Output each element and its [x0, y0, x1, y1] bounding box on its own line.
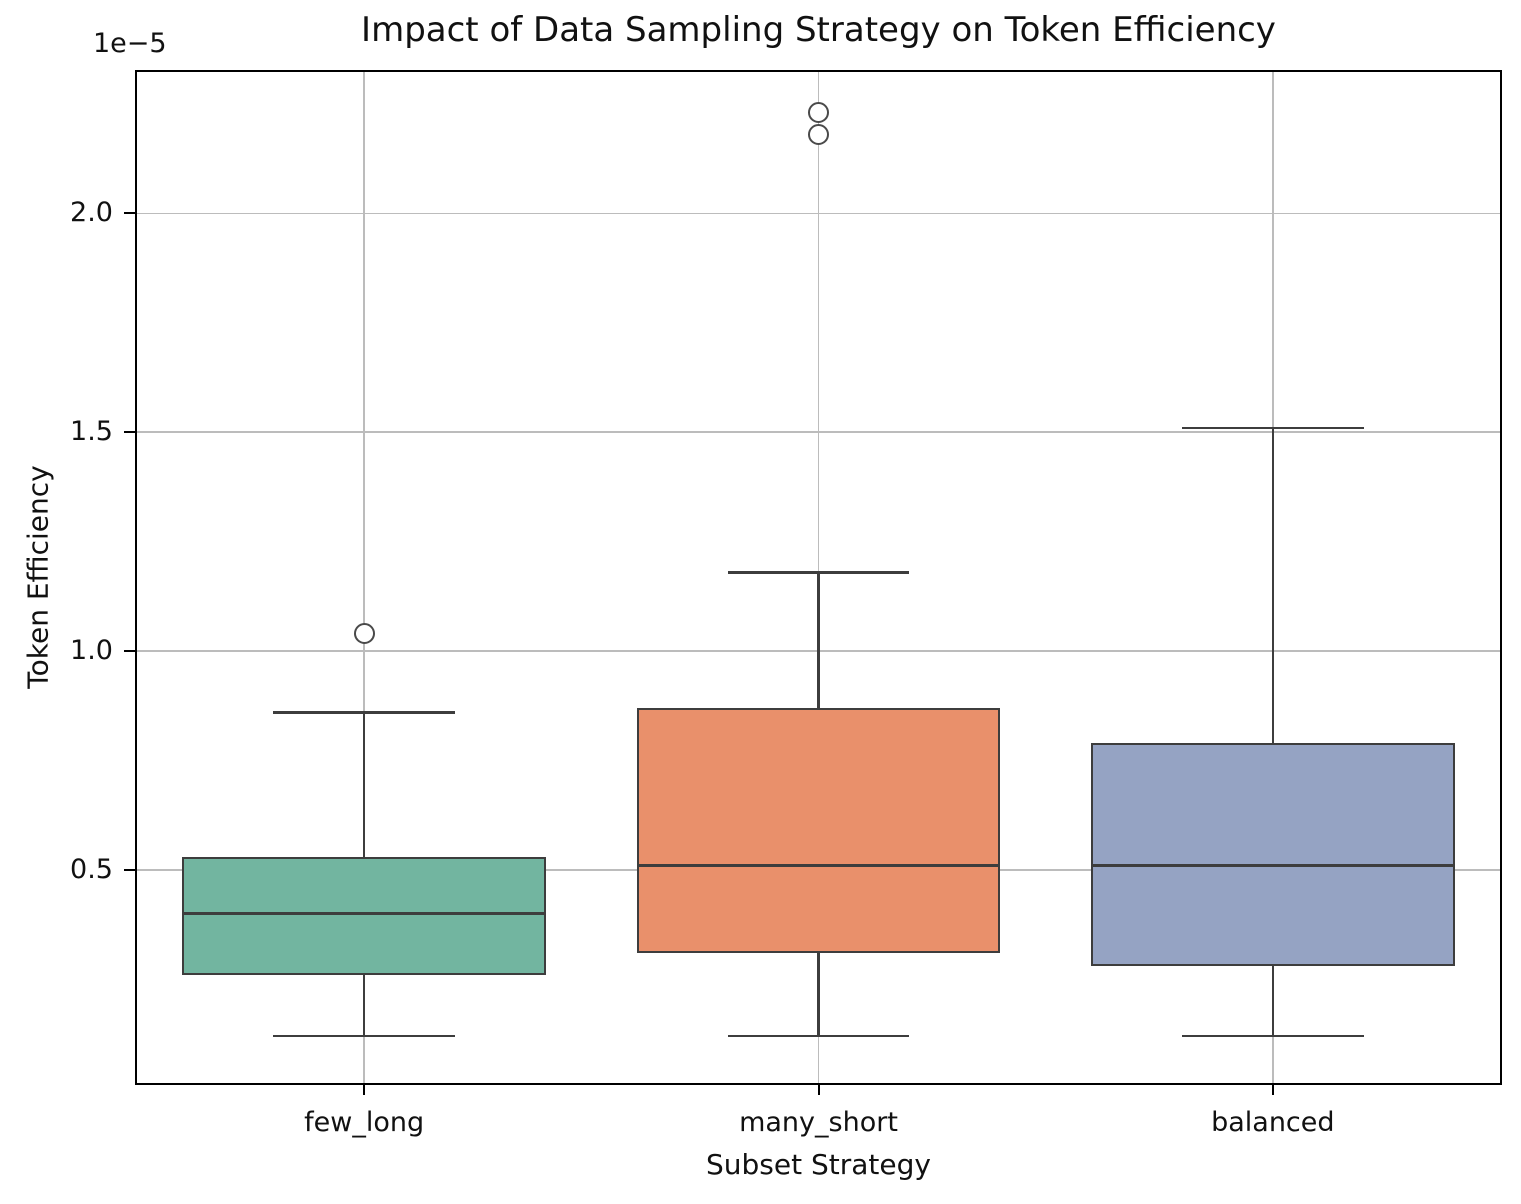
- median-line: [1091, 863, 1455, 867]
- lower-whisker-line: [817, 953, 820, 1037]
- lower-whisker-line: [362, 974, 366, 1037]
- upper-whisker-cap: [727, 570, 910, 574]
- median-line: [636, 863, 1001, 867]
- y-axis-offset-label: 1e−5: [93, 28, 167, 59]
- outlier-marker: [808, 102, 829, 124]
- x-tick-label-balanced: balanced: [1211, 1107, 1335, 1138]
- boxplot-box-balanced: [1091, 742, 1455, 967]
- upper-whisker-line: [817, 572, 820, 708]
- y-tick-mark: [124, 212, 137, 215]
- y-tick-label: 1.0: [70, 635, 113, 667]
- x-tick-label-few_long: few_long: [304, 1107, 425, 1138]
- boxplot-box-few_long: [182, 856, 546, 975]
- boxplot-box-many_short: [636, 707, 1001, 953]
- upper-whisker-line: [1271, 427, 1275, 743]
- lower-whisker-cap: [273, 1034, 456, 1038]
- x-tick-mark: [363, 1083, 366, 1095]
- outlier-marker: [808, 124, 829, 146]
- vertical-gridline: [363, 72, 365, 1083]
- y-tick-mark: [124, 650, 137, 653]
- x-tick-mark: [1271, 1083, 1274, 1095]
- lower-whisker-cap: [727, 1034, 910, 1038]
- y-tick-label: 1.5: [70, 416, 113, 448]
- outlier-marker: [353, 623, 375, 645]
- upper-whisker-cap: [273, 711, 456, 714]
- upper-whisker-line: [362, 712, 366, 857]
- y-tick-mark: [124, 868, 137, 871]
- y-tick-label: 0.5: [70, 853, 113, 885]
- lower-whisker-line: [1271, 966, 1275, 1037]
- upper-whisker-cap: [1181, 426, 1364, 430]
- x-tick-mark: [817, 1083, 820, 1095]
- chart-title: Impact of Data Sampling Strategy on Toke…: [361, 10, 1276, 50]
- lower-whisker-cap: [1181, 1034, 1364, 1038]
- x-axis-label: Subset Strategy: [706, 1148, 931, 1181]
- y-tick-mark: [124, 431, 137, 434]
- y-tick-label: 2.0: [70, 197, 113, 229]
- x-tick-label-many_short: many_short: [739, 1107, 898, 1138]
- median-line: [182, 912, 546, 916]
- plot-area: 0.5 1.0 1.5 2.0 few_long many_short balanced: [70, 70, 1502, 1138]
